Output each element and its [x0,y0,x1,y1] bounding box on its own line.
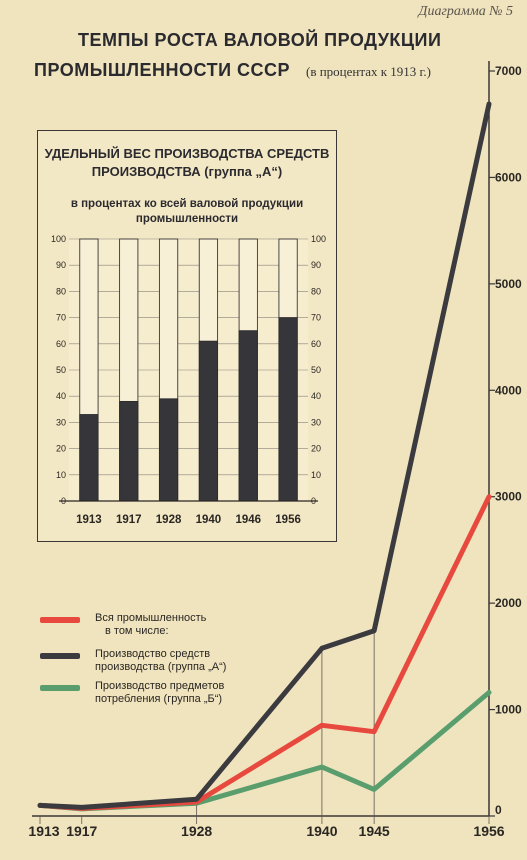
bar-y-tick-label-left: 30 [56,417,66,427]
bar [158,398,179,502]
legend-label-group-b-sub: потребления (группа „Б“) [95,693,223,705]
bar-y-tick-label-right: 90 [311,260,321,270]
inset-title: УДЕЛЬНЫЙ ВЕС ПРОИЗВОДСТВА СРЕДСТВ ПРОИЗВ… [44,146,330,179]
bar-y-tick-label-right: 10 [311,470,321,480]
bar-y-tick-label-left: 40 [56,391,66,401]
bar-x-tick-label: 1946 [235,514,261,526]
main-title-line1: ТЕМПЫ РОСТА ВАЛОВОЙ ПРОДУКЦИИ [78,30,442,50]
bar [278,317,298,502]
bar-y-tick-label-left: 100 [51,234,66,244]
y-tick-label: 0 [495,803,502,817]
y-tick-label: 1000 [495,703,522,717]
bar [198,340,219,502]
inset-bar-chart: УДЕЛЬНЫЙ ВЕС ПРОИЗВОДСТВА СРЕДСТВ ПРОИЗВ… [37,130,337,542]
x-tick-label: 1928 [181,823,212,839]
x-tick-label: 1917 [66,823,97,839]
bar-y-tick-label-left: 90 [56,260,66,270]
series-line-1 [37,101,492,810]
x-tick-label: 1945 [359,823,390,839]
bar-y-tick-label-left: 80 [56,286,66,296]
bar-y-tick-label-left: 60 [56,339,66,349]
bar-y-tick-label-right: 40 [311,391,321,401]
bar-y-tick-label-right: 60 [311,339,321,349]
bar-y-tick-label-left: 20 [56,444,66,454]
main-title-unit: (в процентах к 1913 г.) [306,64,431,79]
bar-x-tick-label: 1913 [76,514,102,526]
series-line-2 [37,690,492,812]
legend-label-group-a: Производство средств [95,648,211,660]
bar-x-tick-label: 1917 [116,514,142,526]
inset-subtitle: в процентах ко всей валовой продукции пр… [70,198,304,225]
bar [119,400,139,502]
legend-label-group-a-sub: производства (группа „А“) [95,661,227,673]
diagram-number: Диаграмма № 5 [418,4,513,19]
y-tick-label: 3000 [495,490,522,504]
bar-y-tick-label-right: 50 [311,365,321,375]
y-tick-label: 7000 [495,64,522,78]
main-title-line2: ПРОМЫШЛЕННОСТИ СССР [34,60,291,80]
y-tick-label: 2000 [495,596,522,610]
bar-y-tick-label-right: 30 [311,417,321,427]
bar-y-tick-label-left: 50 [56,365,66,375]
y-tick-label: 5000 [495,277,522,291]
bar-y-tick-label-right: 100 [311,234,326,244]
y-tick-label: 6000 [495,170,522,184]
bar [238,330,258,502]
bar-y-tick-label-right: 80 [311,286,321,296]
legend-label-total-sub: в том числе: [105,625,169,637]
bar-x-tick-label: 1956 [275,514,301,526]
bar [79,414,99,502]
legend-swatch-group-a [40,653,80,659]
legend-label-total: Вся промышленность [95,612,207,624]
bar-y-tick-label-right: 20 [311,444,321,454]
x-tick-label: 1913 [28,823,59,839]
bar-y-tick-label-left: 70 [56,313,66,323]
bar-x-tick-label: 1940 [196,514,222,526]
bar-y-tick-label-left: 10 [56,470,66,480]
x-tick-label: 1940 [306,823,337,839]
legend-swatch-group-b [40,685,80,691]
y-tick-label: 4000 [495,383,522,397]
x-tick-label: 1956 [473,823,504,839]
bar-y-tick-label-right: 70 [311,313,321,323]
legend-swatch-total [40,617,80,623]
bar-x-tick-label: 1928 [156,514,182,526]
legend-label-group-b: Производство предметов [95,680,225,692]
